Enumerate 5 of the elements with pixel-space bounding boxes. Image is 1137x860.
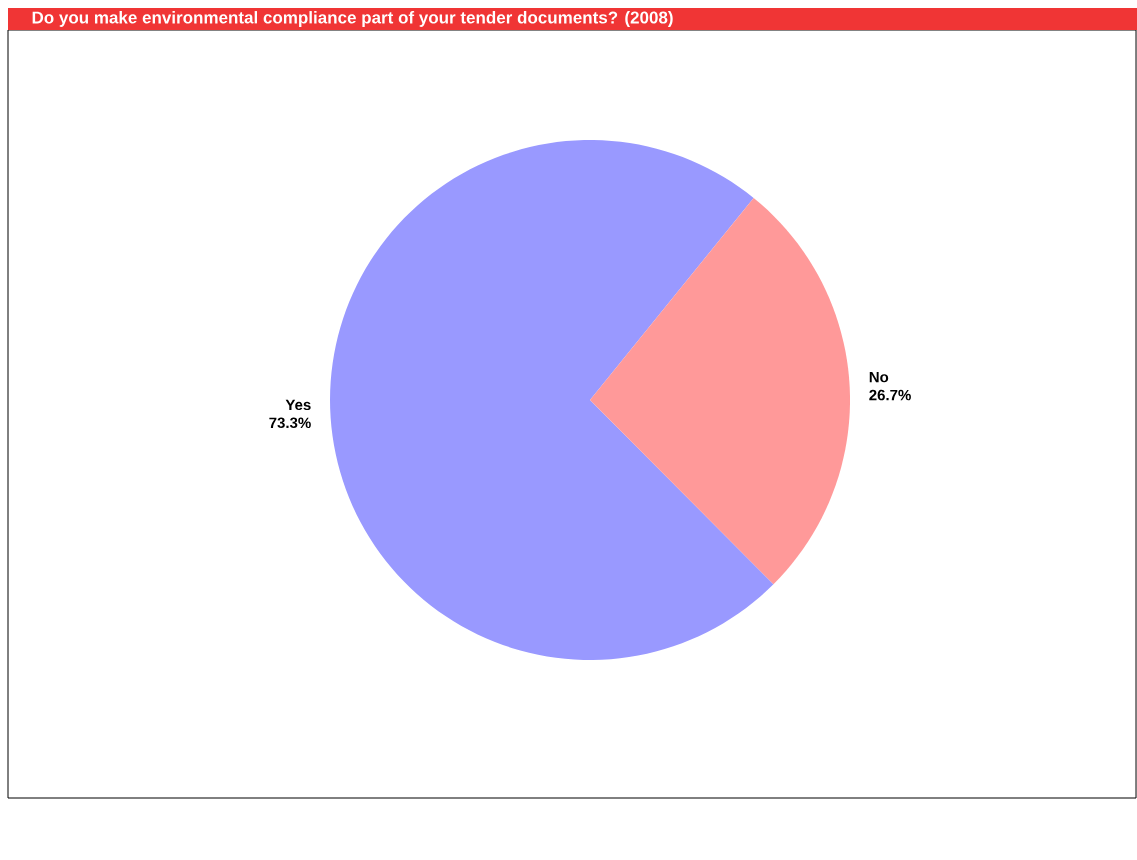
data-label: 26.7% — [869, 389, 911, 401]
chart-title: Do you make environmental compliance part of your tender documents? (2008) — [32, 11, 673, 27]
slice-label: No — [869, 371, 889, 383]
data-label: 73.3% — [269, 417, 311, 429]
slice-label: Yes — [285, 399, 311, 411]
